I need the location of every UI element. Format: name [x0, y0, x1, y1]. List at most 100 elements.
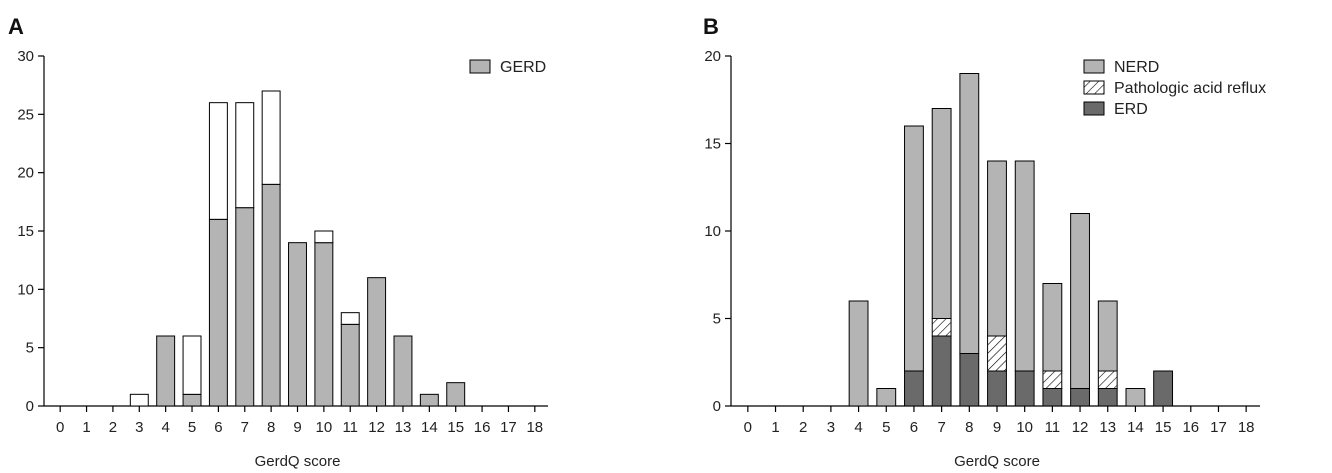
- x-axis-title: GerdQ score: [255, 453, 341, 470]
- x-tick-label: 0: [56, 419, 64, 436]
- x-tick-label: 5: [882, 419, 890, 436]
- x-tick-label: 8: [267, 419, 275, 436]
- bar-erd-9: [987, 370, 1007, 407]
- legend-label-gerd: GERD: [500, 59, 546, 76]
- x-tick-label: 10: [1016, 419, 1033, 436]
- bar-erd-7: [931, 335, 952, 407]
- bar-gerd-4: [156, 335, 176, 407]
- bar-nerd-12: [1070, 213, 1090, 389]
- bar-gerd-7: [235, 207, 255, 407]
- x-tick-label: 11: [1045, 419, 1061, 436]
- y-tick-label: 20: [704, 48, 721, 65]
- bar-other-5: [182, 335, 202, 395]
- bar-acid-9: [987, 335, 1007, 372]
- bar-nerd-9: [987, 160, 1007, 337]
- x-tick-label: 15: [1155, 419, 1172, 436]
- bar-other-10: [314, 230, 334, 244]
- y-tick-label: 0: [26, 398, 34, 415]
- x-tick-label: 4: [854, 419, 862, 436]
- bar-nerd-6: [904, 125, 924, 372]
- bar-nerd-8: [959, 73, 980, 354]
- legend-label-erd: ERD: [1114, 101, 1148, 118]
- bar-acid-13: [1097, 370, 1118, 389]
- y-tick-label: 15: [17, 223, 34, 240]
- bar-acid-11: [1042, 370, 1063, 389]
- bar-gerd-15: [446, 382, 466, 407]
- panel-label: B: [703, 14, 719, 39]
- bar-gerd-11: [340, 323, 360, 407]
- bar-nerd-7: [931, 108, 952, 319]
- bar-nerd-14: [1125, 388, 1146, 407]
- y-tick-label: 0: [713, 398, 721, 415]
- bar-erd-15: [1153, 370, 1174, 407]
- bar-nerd-10: [1014, 160, 1035, 372]
- bar-other-3: [129, 393, 149, 407]
- x-tick-label: 4: [161, 419, 169, 436]
- bar-gerd-10: [314, 242, 334, 407]
- bar-gerd-6: [208, 218, 228, 407]
- y-tick-label: 15: [704, 136, 721, 153]
- x-tick-label: 2: [109, 419, 117, 436]
- bar-gerd-8: [261, 183, 281, 407]
- y-tick-label: 25: [17, 106, 34, 123]
- bar-gerd-9: [288, 242, 307, 407]
- bar-erd-6: [904, 370, 924, 407]
- x-tick-label: 9: [993, 419, 1001, 436]
- bar-gerd-5: [182, 393, 202, 407]
- x-tick-label: 10: [316, 419, 333, 436]
- bar-gerd-14: [419, 393, 439, 407]
- bar-gerd-13: [393, 335, 413, 407]
- bar-nerd-13: [1097, 300, 1118, 372]
- x-tick-label: 12: [368, 419, 385, 436]
- x-tick-label: 0: [744, 419, 752, 436]
- bar-other-7: [235, 102, 255, 209]
- legend-label-acid: Pathologic acid reflux: [1114, 80, 1266, 97]
- legend-label-nerd: NERD: [1114, 59, 1159, 76]
- bar-erd-10: [1014, 370, 1035, 407]
- x-tick-label: 5: [188, 419, 196, 436]
- bar-other-6: [208, 102, 228, 220]
- x-tick-label: 1: [771, 419, 779, 436]
- bar-nerd-4: [848, 300, 869, 407]
- x-tick-label: 6: [910, 419, 918, 436]
- legend-swatch-nerd: [1083, 59, 1105, 74]
- y-tick-label: 5: [26, 340, 34, 357]
- bar-erd-13: [1097, 388, 1118, 407]
- y-tick-label: 30: [17, 48, 34, 65]
- bar-gerd-12: [367, 277, 387, 407]
- x-tick-label: 13: [1099, 419, 1116, 436]
- x-tick-label: 16: [474, 419, 491, 436]
- bar-acid-7: [931, 318, 952, 337]
- bar-erd-8: [959, 353, 980, 407]
- legend-swatch-acid: [1083, 80, 1105, 95]
- bar-erd-11: [1042, 388, 1063, 407]
- x-tick-label: 17: [500, 419, 517, 436]
- legend-swatch-gerd: [469, 59, 491, 74]
- x-tick-label: 2: [799, 419, 807, 436]
- bar-other-11: [340, 312, 360, 325]
- x-tick-label: 14: [421, 419, 438, 436]
- x-tick-label: 17: [1210, 419, 1227, 436]
- legend-swatch-erd: [1083, 101, 1105, 116]
- y-tick-label: 10: [17, 281, 34, 298]
- x-tick-label: 1: [82, 419, 90, 436]
- x-tick-label: 12: [1072, 419, 1089, 436]
- x-tick-label: 7: [937, 419, 945, 436]
- y-tick-label: 20: [17, 165, 34, 182]
- panel-label: A: [8, 14, 24, 39]
- x-tick-label: 7: [241, 419, 249, 436]
- x-tick-label: 18: [1238, 419, 1255, 436]
- y-tick-label: 5: [713, 311, 721, 328]
- x-tick-label: 18: [526, 419, 543, 436]
- x-tick-label: 15: [447, 419, 464, 436]
- bar-nerd-5: [876, 388, 897, 407]
- bar-erd-12: [1070, 388, 1090, 407]
- x-tick-label: 3: [827, 419, 835, 436]
- x-tick-label: 16: [1182, 419, 1199, 436]
- y-tick-label: 10: [704, 223, 721, 240]
- bar-nerd-11: [1042, 283, 1063, 372]
- x-tick-label: 9: [293, 419, 301, 436]
- x-tick-label: 13: [395, 419, 412, 436]
